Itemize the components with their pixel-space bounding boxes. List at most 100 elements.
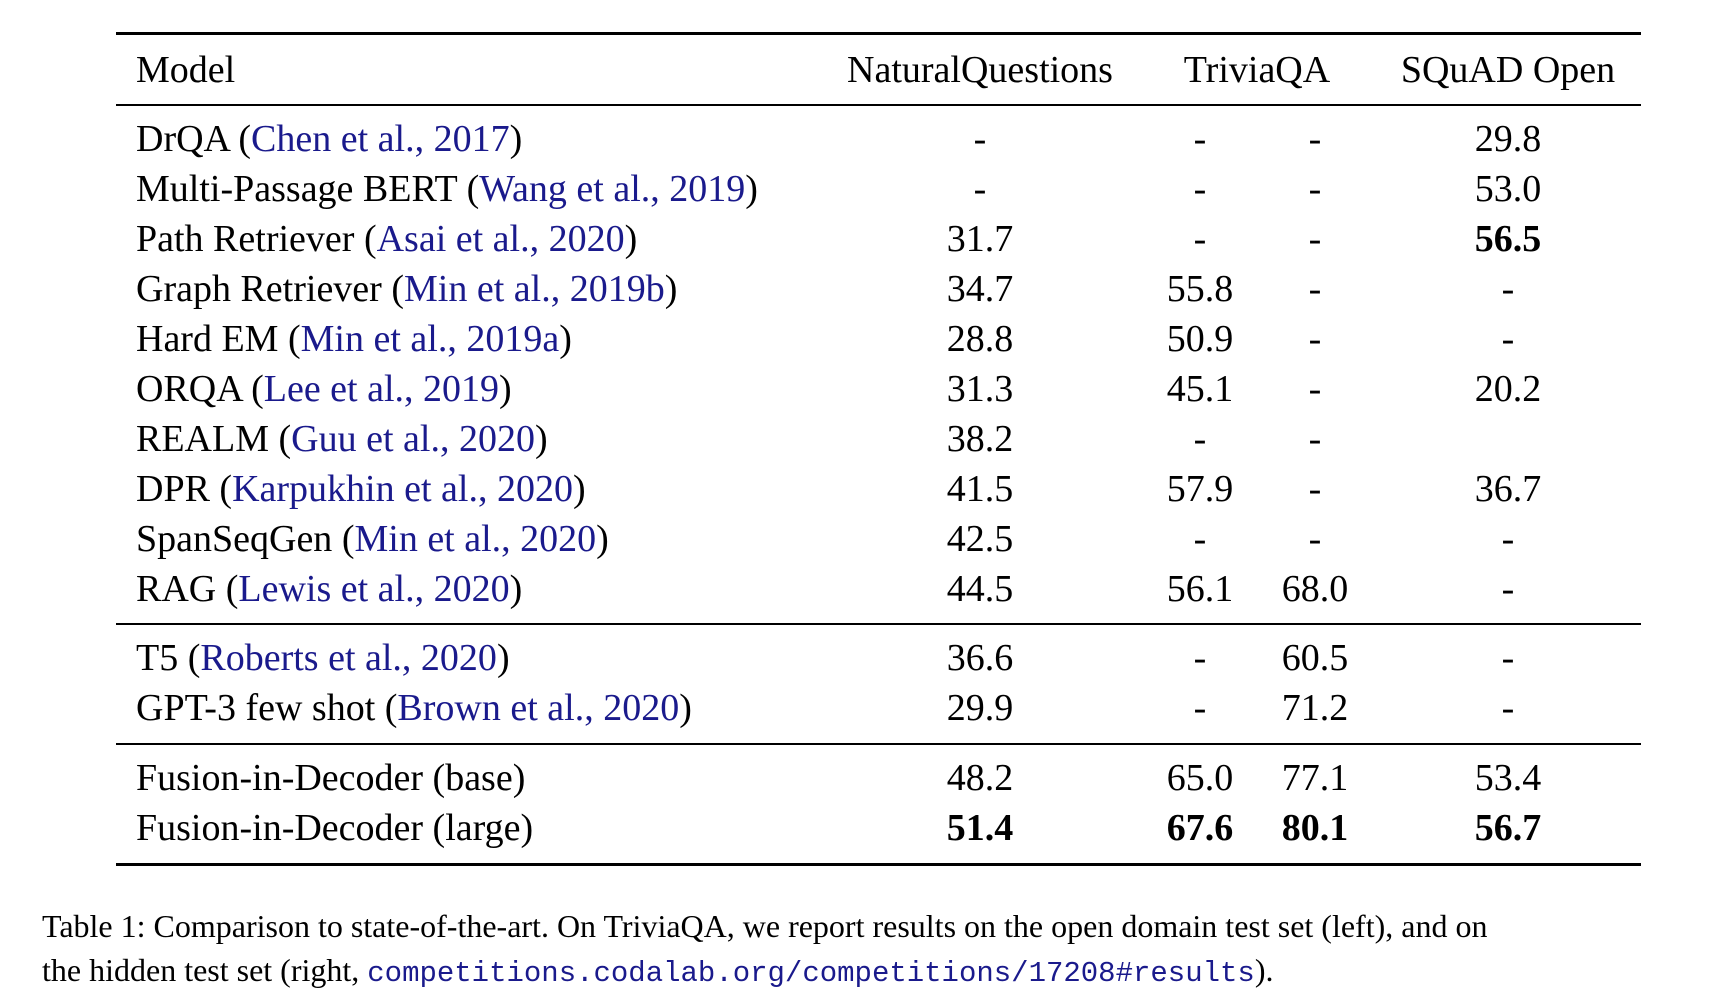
score-cell-tqa-open: 56.1 xyxy=(1166,568,1234,610)
header-squad-open: SQuAD Open xyxy=(1400,49,1616,91)
citation-link[interactable]: Min et al., 2019b xyxy=(404,268,665,310)
model-cell: DPR (Karpukhin et al., 2020) xyxy=(136,468,586,510)
score-cell-tqa-hidden: - xyxy=(1308,118,1322,160)
table-bottom-rule xyxy=(116,863,1641,866)
header-rule xyxy=(116,104,1641,106)
score-cell-nq: 34.7 xyxy=(946,268,1014,310)
score-cell-nq: 41.5 xyxy=(946,468,1014,510)
caption-line-2: the hidden test set (right, competitions… xyxy=(42,948,1702,996)
score-cell-nq: 42.5 xyxy=(946,518,1014,560)
model-cell: Fusion-in-Decoder (base) xyxy=(136,756,525,800)
score-cell-squad: - xyxy=(1501,318,1515,360)
score-cell-nq: 29.9 xyxy=(946,687,1014,729)
score-cell-squad: - xyxy=(1501,568,1515,610)
score-cell-tqa-open: - xyxy=(1193,518,1207,560)
score-cell-nq: 38.2 xyxy=(946,418,1014,460)
score-cell-squad: 29.8 xyxy=(1474,118,1542,160)
score-cell-tqa-hidden: 77.1 xyxy=(1281,757,1349,799)
model-name: ORQA xyxy=(136,368,242,410)
score-cell-squad: 56.7 xyxy=(1474,807,1542,849)
score-cell-tqa-open: 67.6 xyxy=(1166,807,1234,849)
score-cell-squad: 53.4 xyxy=(1474,757,1542,799)
citation-link[interactable]: Chen et al., 2017 xyxy=(251,118,510,160)
model-cell: REALM (Guu et al., 2020) xyxy=(136,418,548,460)
header-model: Model xyxy=(136,49,236,91)
score-cell-tqa-hidden: - xyxy=(1308,418,1322,460)
caption-text: the hidden test set (right, xyxy=(42,952,368,988)
score-cell-nq: 44.5 xyxy=(946,568,1014,610)
section-rule-2 xyxy=(116,743,1641,745)
score-cell-tqa-open: 45.1 xyxy=(1166,368,1234,410)
score-cell-tqa-open: 57.9 xyxy=(1166,468,1234,510)
model-cell: Hard EM (Min et al., 2019a) xyxy=(136,318,572,360)
citation-link[interactable]: Min et al., 2019a xyxy=(300,318,560,360)
score-cell-squad: - xyxy=(1501,268,1515,310)
score-cell-nq: 31.3 xyxy=(946,368,1014,410)
model-cell: Multi-Passage BERT (Wang et al., 2019) xyxy=(136,168,758,210)
score-cell-nq: 48.2 xyxy=(946,757,1014,799)
model-name: Graph Retriever xyxy=(136,268,382,310)
score-cell-nq: 28.8 xyxy=(946,318,1014,360)
citation-link[interactable]: Lee et al., 2019 xyxy=(263,368,500,410)
score-cell-tqa-open: 50.9 xyxy=(1166,318,1234,360)
score-cell-tqa-open: - xyxy=(1193,168,1207,210)
score-cell-tqa-hidden: - xyxy=(1308,168,1322,210)
model-name: T5 xyxy=(136,637,179,679)
model-cell: GPT-3 few shot (Brown et al., 2020) xyxy=(136,687,692,729)
model-cell: Graph Retriever (Min et al., 2019b) xyxy=(136,268,678,310)
score-cell-tqa-hidden: 60.5 xyxy=(1281,637,1349,679)
score-cell-tqa-hidden: - xyxy=(1308,318,1322,360)
score-cell-tqa-hidden: 68.0 xyxy=(1281,568,1349,610)
citation-link[interactable]: Roberts et al., 2020 xyxy=(200,637,497,679)
score-cell-tqa-hidden: 71.2 xyxy=(1281,687,1349,729)
section-rule-1 xyxy=(116,623,1641,625)
score-cell-squad: 53.0 xyxy=(1474,168,1542,210)
score-cell-squad: 36.7 xyxy=(1474,468,1542,510)
score-cell-squad: - xyxy=(1501,687,1515,729)
score-cell-tqa-hidden: - xyxy=(1308,218,1322,260)
model-cell: DrQA (Chen et al., 2017) xyxy=(136,118,523,160)
score-cell-squad: 20.2 xyxy=(1474,368,1542,410)
model-cell: T5 (Roberts et al., 2020) xyxy=(136,637,510,679)
model-cell: RAG (Lewis et al., 2020) xyxy=(136,568,523,610)
score-cell-tqa-open: - xyxy=(1193,687,1207,729)
score-cell-tqa-open: - xyxy=(1193,218,1207,260)
model-name: Path Retriever xyxy=(136,218,355,260)
model-name: SpanSeqGen xyxy=(136,518,333,560)
score-cell-squad: 56.5 xyxy=(1474,218,1542,260)
score-cell-tqa-open: - xyxy=(1193,418,1207,460)
caption-link[interactable]: competitions.codalab.org/competitions/17… xyxy=(367,957,1255,990)
header-triviaqa: TriviaQA xyxy=(1183,49,1331,91)
model-name: DrQA xyxy=(136,118,229,160)
model-name: RAG xyxy=(136,568,217,610)
score-cell-tqa-hidden: - xyxy=(1308,268,1322,310)
score-cell-nq: - xyxy=(973,118,987,160)
citation-link[interactable]: Guu et al., 2020 xyxy=(291,418,535,460)
score-cell-nq: - xyxy=(973,168,987,210)
caption-line-1: Table 1: Comparison to state-of-the-art.… xyxy=(42,908,1488,944)
table-top-rule xyxy=(116,32,1641,35)
model-name: Fusion-in-Decoder (large) xyxy=(136,807,534,849)
citation-link[interactable]: Wang et al., 2019 xyxy=(479,168,746,210)
citation-link[interactable]: Min et al., 2020 xyxy=(354,518,597,560)
citation-link[interactable]: Asai et al., 2020 xyxy=(376,218,625,260)
model-cell: Fusion-in-Decoder (large) xyxy=(136,806,533,850)
score-cell-tqa-hidden: - xyxy=(1308,518,1322,560)
score-cell-squad: - xyxy=(1501,518,1515,560)
score-cell-tqa-open: - xyxy=(1193,637,1207,679)
score-cell-nq: 31.7 xyxy=(946,218,1014,260)
citation-link[interactable]: Karpukhin et al., 2020 xyxy=(232,468,573,510)
score-cell-nq: 36.6 xyxy=(946,637,1014,679)
score-cell-tqa-hidden: 80.1 xyxy=(1281,807,1349,849)
header-naturalquestions: NaturalQuestions xyxy=(847,49,1113,91)
model-name: DPR xyxy=(136,468,210,510)
citation-link[interactable]: Brown et al., 2020 xyxy=(397,687,680,729)
score-cell-tqa-hidden: - xyxy=(1308,468,1322,510)
citation-link[interactable]: Lewis et al., 2020 xyxy=(238,568,510,610)
score-cell-tqa-open: 55.8 xyxy=(1166,268,1234,310)
model-name: Multi-Passage BERT xyxy=(136,168,458,210)
model-name: Hard EM xyxy=(136,318,279,360)
score-cell-tqa-hidden: - xyxy=(1308,368,1322,410)
score-cell-tqa-open: - xyxy=(1193,118,1207,160)
model-cell: SpanSeqGen (Min et al., 2020) xyxy=(136,518,609,560)
